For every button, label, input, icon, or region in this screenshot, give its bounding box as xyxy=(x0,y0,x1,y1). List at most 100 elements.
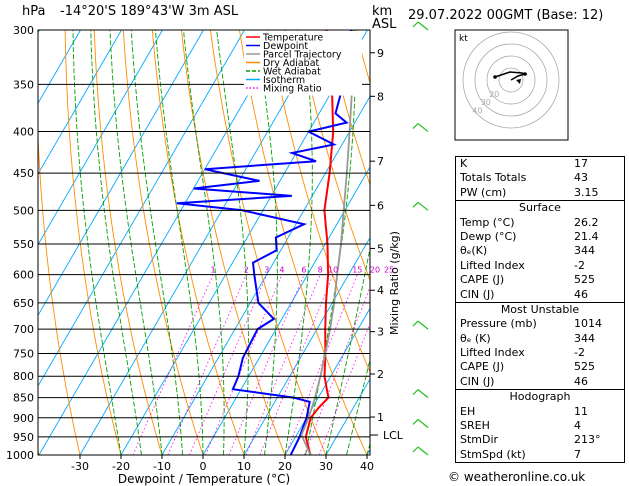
surface-title: Surface xyxy=(519,201,561,215)
mu-row: Lifted Index -2 xyxy=(460,346,585,360)
height-ref: ASL xyxy=(372,17,397,32)
index-row: PW (cm) 3.15 xyxy=(460,185,599,199)
isotherm-line xyxy=(325,378,370,455)
isotherm-line xyxy=(120,30,368,455)
mixing-ratio-tick: 8 xyxy=(318,266,323,275)
surface-row: θₑ(K) 344 xyxy=(460,244,595,258)
mixing-ratio-tick: 15 xyxy=(352,266,362,275)
hodograph-point xyxy=(523,72,527,76)
wet-adiabat-line xyxy=(256,30,278,455)
series-temperature xyxy=(304,30,335,455)
mixing-ratio-line xyxy=(132,274,214,455)
hodograph-frame xyxy=(454,29,569,141)
mu-row: CIN (J) 46 xyxy=(460,374,588,388)
surface-row: Lifted Index -2 xyxy=(460,258,585,272)
legend-entry: Isotherm xyxy=(263,75,305,86)
isotherm-line xyxy=(243,236,370,455)
isotherm-line xyxy=(202,166,370,455)
legend-entry: Wet Adiabat xyxy=(263,67,321,78)
wet-adiabat-line xyxy=(183,30,225,455)
hodograph-point xyxy=(493,75,497,79)
wind-barb xyxy=(417,389,429,399)
pressure-tick-label: 1000 xyxy=(6,449,34,462)
km-tick-label: 6 xyxy=(377,199,384,212)
wind-barb-flag xyxy=(412,123,419,129)
mixing-ratio-tick: 3 xyxy=(264,266,269,275)
surface-row: Temp (°C) 26.2 xyxy=(460,215,599,229)
pressure-tick-label: 950 xyxy=(13,431,34,444)
hodograph-ring xyxy=(462,31,560,129)
mixing-ratio-tick: 25 xyxy=(384,266,394,275)
pressure-tick-label: 800 xyxy=(13,370,34,383)
wind-barb-flag xyxy=(412,419,419,425)
isotherm-line xyxy=(38,30,245,387)
hodograph-kt-label: kt xyxy=(459,34,468,44)
legend-entry: Mixing Ratio xyxy=(263,84,322,95)
wet-adiabat-line xyxy=(90,30,142,455)
index-row: K 17 xyxy=(460,157,588,170)
pressure-tick-label: 700 xyxy=(13,323,34,336)
dry-adiabat-line xyxy=(64,30,122,455)
pressure-tick-label: 750 xyxy=(13,347,34,360)
height-unit: km xyxy=(372,4,393,19)
legend-entry: Parcel Trajectory xyxy=(263,50,342,61)
km-tick-label: 5 xyxy=(377,242,384,255)
pressure-tick-label: 550 xyxy=(13,238,34,251)
mixing-ratio-axis-label: Mixing Ratio (g/kg) xyxy=(388,231,401,335)
wind-barb-flag xyxy=(412,446,419,453)
wet-adiabat-line xyxy=(284,30,313,455)
surface-row: Dewp (°C) 21.4 xyxy=(460,229,599,243)
hodograph-ring xyxy=(486,55,536,105)
km-tick-label: 3 xyxy=(377,326,384,339)
isotherm-line xyxy=(38,30,81,105)
pressure-tick-label: 500 xyxy=(13,204,34,217)
km-tick-label: 9 xyxy=(377,47,384,60)
x-tick-label: 10 xyxy=(237,460,251,473)
x-tick-label: -20 xyxy=(112,460,130,473)
mixing-ratio-tick: 6 xyxy=(301,266,306,275)
hodo-row: StmSpd (kt) 7 xyxy=(460,447,581,461)
legend-entry: Temperature xyxy=(262,33,323,44)
datetime: 29.07.2022 00GMT (Base: 12) xyxy=(408,8,604,23)
km-tick-label: 1 xyxy=(377,411,384,424)
isotherm-line xyxy=(79,30,327,455)
mixing-ratio-tick: 10 xyxy=(328,266,338,275)
index-row: Totals Totals 43 xyxy=(460,171,588,185)
hodo-row: EH 11 xyxy=(460,404,588,418)
dry-adiabat-line xyxy=(122,30,204,455)
isotherm-line xyxy=(38,30,163,246)
wet-adiabat-line xyxy=(109,30,163,455)
mixing-ratio-tick: 20 xyxy=(370,266,380,275)
km-tick-label: 8 xyxy=(377,90,384,103)
isotherm-line xyxy=(38,30,122,175)
pressure-tick-label: 600 xyxy=(13,269,34,282)
indices-table: K 17 Totals Totals 43 PW (cm) 3.15 Surface … xyxy=(455,156,625,464)
mixing-ratio-line xyxy=(304,286,370,455)
dry-adiabat-line xyxy=(326,30,370,186)
pressure-unit: hPa xyxy=(22,4,46,19)
mixing-ratio-line xyxy=(167,274,247,455)
pressure-tick-label: 900 xyxy=(13,412,34,425)
mu-row: θₑ (K) 344 xyxy=(460,331,595,345)
wind-barb-flag xyxy=(412,320,419,327)
pressure-tick-label: 450 xyxy=(13,167,34,180)
surface-row: CAPE (J) 525 xyxy=(460,273,595,287)
wind-barb-flag xyxy=(412,21,419,28)
wind-barb-flag xyxy=(412,201,419,208)
hodo-row: SREH 4 xyxy=(460,419,581,433)
wet-adiabat-line xyxy=(154,30,204,455)
most-unstable-title: Most Unstable xyxy=(500,302,580,316)
pressure-tick-label: 400 xyxy=(13,126,34,139)
hodograph-ring-label: 20 xyxy=(489,90,499,99)
pressure-tick-label: 850 xyxy=(13,392,34,405)
mixing-ratio-line xyxy=(318,322,370,455)
mixing-ratio-tick: 2 xyxy=(244,266,249,275)
legend-entry: Dewpoint xyxy=(263,41,308,52)
location-title: -14°20'S 189°43'W 3m ASL xyxy=(60,4,239,19)
hodo-row: StmDir 213° xyxy=(460,433,601,447)
hodograph-title: Hodograph xyxy=(509,390,571,404)
mixing-ratio-tick: 4 xyxy=(279,266,284,275)
wind-barb xyxy=(417,419,429,428)
km-tick-label: 7 xyxy=(377,155,384,168)
